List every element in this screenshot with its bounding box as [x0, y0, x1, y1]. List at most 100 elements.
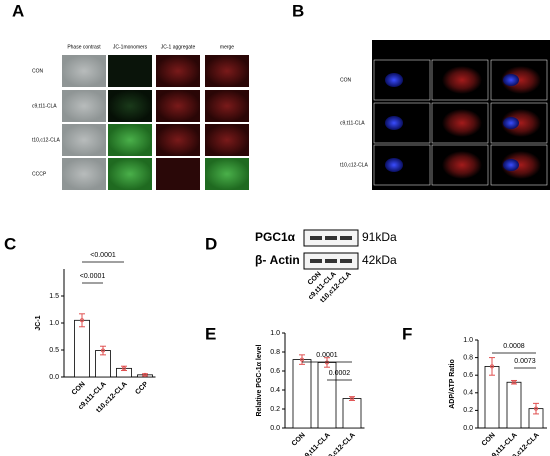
- row-label: CON: [340, 77, 352, 83]
- mean-point: [489, 364, 494, 369]
- panel-label: A: [12, 1, 24, 20]
- mean-point: [101, 348, 106, 353]
- micrograph: [156, 55, 200, 87]
- bar: [292, 359, 312, 429]
- y-tick-label: 0.0: [463, 425, 473, 432]
- bar: [506, 381, 522, 429]
- x-tick-label: CON: [291, 432, 307, 448]
- mitochondria: [442, 151, 482, 179]
- mean-point: [122, 366, 127, 371]
- mitochondria: [442, 66, 482, 94]
- panel-label: B: [292, 1, 304, 20]
- p-value: 0.0001: [316, 352, 338, 359]
- x-tick-label: CCP: [134, 381, 150, 397]
- blot-band: [325, 236, 337, 240]
- row-label: t10,c12-CLA: [340, 162, 368, 168]
- micrograph: [205, 158, 249, 190]
- band-size: 42kDa: [362, 253, 397, 267]
- y-tick-label: 0.8: [463, 354, 473, 361]
- y-tick-label: 0.6: [463, 372, 473, 379]
- blot-band: [310, 259, 322, 263]
- micrograph: [62, 124, 106, 156]
- micrograph: [108, 55, 152, 87]
- column-header: Phase contrast: [67, 44, 101, 50]
- nucleus: [385, 73, 403, 87]
- x-tick-label: CON: [481, 432, 497, 448]
- mean-point: [512, 380, 517, 385]
- row-label: CCCP: [32, 171, 47, 177]
- row-label: c9,t11-CLA: [32, 103, 57, 109]
- micrograph: [62, 90, 106, 122]
- panel-label: F: [402, 324, 412, 343]
- micrograph: [205, 90, 249, 122]
- micrograph: [108, 90, 152, 122]
- nucleus: [385, 116, 403, 130]
- micrograph: [205, 124, 249, 156]
- nucleus: [385, 158, 403, 172]
- blot-band: [310, 236, 322, 240]
- y-tick-label: 0.0: [49, 374, 59, 381]
- p-value: 0.0002: [329, 370, 351, 377]
- band-name: PGC1α: [255, 230, 296, 244]
- y-tick-label: 1.0: [270, 330, 280, 337]
- row-label: CON: [32, 68, 44, 74]
- y-tick-label: 0.4: [463, 390, 473, 397]
- mitochondria: [501, 109, 541, 137]
- p-value: 0.0073: [514, 358, 536, 365]
- band-name: β- Actin: [255, 253, 300, 267]
- micrograph: [156, 90, 200, 122]
- column-header: Mito-Tracker Deep Red 633: [429, 47, 491, 53]
- mean-point: [349, 396, 354, 401]
- y-tick-label: 1.0: [463, 337, 473, 344]
- nucleus: [503, 74, 519, 86]
- y-axis-label: Relative PGC-1α level: [256, 344, 263, 416]
- nucleus: [503, 117, 519, 129]
- y-tick-label: 0.2: [463, 407, 473, 414]
- micrograph: [205, 55, 249, 87]
- micrograph: [108, 158, 152, 190]
- p-value: <0.0001: [80, 273, 106, 280]
- row-label: c9,t11-CLA: [340, 120, 365, 126]
- column-header: merge: [220, 44, 234, 50]
- row-label: t10,c12-CLA: [32, 137, 60, 143]
- p-value: 0.0008: [503, 343, 525, 350]
- y-tick-label: 0.2: [270, 406, 280, 413]
- y-tick-label: 0.4: [270, 387, 280, 394]
- nucleus: [503, 159, 519, 171]
- blot-band: [340, 259, 352, 263]
- mean-point: [299, 357, 304, 362]
- mitochondria: [501, 66, 541, 94]
- micrograph: [156, 158, 200, 190]
- blot-band: [340, 236, 352, 240]
- y-tick-label: 0.6: [270, 368, 280, 375]
- y-tick-label: 0.5: [49, 347, 59, 354]
- y-tick-label: 0.0: [270, 425, 280, 432]
- panel-label: C: [4, 234, 16, 253]
- x-tick-label: c9,t11-CLA: [301, 432, 332, 456]
- mean-point: [80, 318, 85, 323]
- column-header: Hoechst 33342: [385, 47, 419, 53]
- mitochondria: [442, 109, 482, 137]
- mean-point: [142, 372, 147, 377]
- mitochondria: [501, 151, 541, 179]
- y-tick-label: 0.8: [270, 349, 280, 356]
- mean-point: [534, 406, 539, 411]
- bar: [74, 319, 90, 378]
- y-tick-label: 1.0: [49, 320, 59, 327]
- bar: [342, 398, 362, 429]
- mean-point: [324, 360, 329, 365]
- x-tick-label: CON: [71, 381, 87, 397]
- band-size: 91kDa: [362, 230, 397, 244]
- micrograph: [108, 124, 152, 156]
- y-axis-label: ADP/ATP Ratio: [449, 359, 456, 409]
- micrograph: [62, 55, 106, 87]
- micrograph: [156, 124, 200, 156]
- column-header: Merge: [512, 47, 526, 53]
- column-header: JC-1monomers: [113, 44, 148, 50]
- p-value: <0.0001: [90, 252, 116, 259]
- panel-label: D: [205, 234, 217, 253]
- y-axis-label: JC-1: [35, 315, 42, 330]
- micrograph: [62, 158, 106, 190]
- y-tick-label: 1.5: [49, 293, 59, 300]
